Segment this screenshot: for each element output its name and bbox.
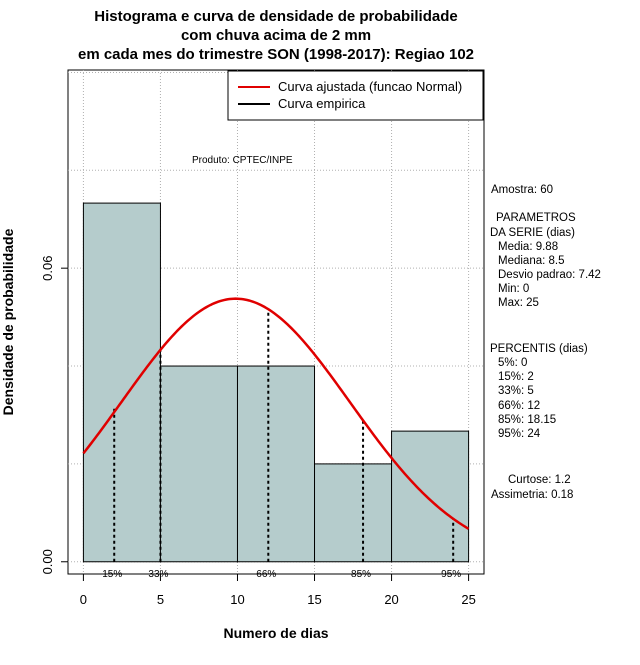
legend-label-fit: Curva ajustada (funcao Normal) [278,79,462,94]
percentile-label-1: 33% [148,569,168,580]
x-tick-label-0: 0 [80,592,87,607]
x-tick-label-5: 25 [461,592,475,607]
x-axis-label: Numero de dias [223,625,328,641]
legend: Curva ajustada (funcao Normal) Curva emp… [227,70,484,121]
params-title-2: DA SERIE (dias) [490,227,575,239]
x-tick-label-1: 5 [157,592,164,607]
stats-panel: Amostra: 60 PARAMETROS DA SERIE (dias) M… [490,184,601,501]
x-axis: 0 5 10 15 20 25 [80,574,476,607]
percentile-label-0: 15% [102,569,122,580]
plot-frame [67,69,485,575]
legend-label-empirical: Curva empirica [278,96,366,111]
chart-title-line-2: com chuva acima de 2 mm [181,27,371,44]
param-median: Mediana: 8.5 [498,255,565,267]
percentil-95: 95%: 24 [498,428,541,440]
curtose: Curtose: 1.2 [508,474,571,486]
percentil-85: 85%: 18.15 [498,414,556,426]
histogram-bars [82,202,470,563]
chart-title-line-3: em cada mes do trimestre SON (1998-2017)… [78,46,474,63]
histogram-bar-0 [82,202,161,563]
y-axis-label: Densidade de probabilidade [0,228,16,415]
legend-box [227,70,484,121]
histogram-bar-3 [314,463,393,563]
params-title-1: PARAMETROS [496,212,576,224]
percentile-lines: 15% 33% 66% 85% 95% [102,309,461,580]
percentile-label-4: 95% [441,569,461,580]
histogram-bar-4 [391,430,470,563]
percentil-5: 5%: 0 [498,357,527,369]
percentile-label-3: 85% [351,569,371,580]
product-note: Produto: CPTEC/INPE [192,155,293,166]
histogram-bar-2 [236,365,316,563]
percentil-33: 33%: 5 [498,385,534,397]
x-tick-label-2: 10 [230,592,244,607]
y-axis: 0.00 0.06 [40,256,68,574]
percentil-66: 66%: 12 [498,400,540,412]
x-tick-label-3: 15 [307,592,321,607]
param-min: Min: 0 [498,283,529,295]
param-mean: Media: 9.88 [498,241,558,253]
y-tick-label-1: 0.06 [40,256,55,281]
normal-fit-curve [82,297,470,530]
percentil-15: 15%: 2 [498,371,534,383]
x-tick-label-4: 20 [384,592,398,607]
normal-fit-curve-layer [82,297,470,530]
chart-title-line-1: Histograma e curva de densidade de proba… [94,8,457,25]
percentis-title: PERCENTIS (dias) [490,343,588,355]
sample-size: Amostra: 60 [491,184,553,196]
percentile-label-2: 66% [256,569,276,580]
histogram-bar-1 [159,365,238,563]
param-sd: Desvio padrao: 7.42 [498,269,601,281]
param-max: Max: 25 [498,297,539,309]
assimetria: Assimetria: 0.18 [491,489,573,501]
y-tick-label-0: 0.00 [40,549,55,574]
